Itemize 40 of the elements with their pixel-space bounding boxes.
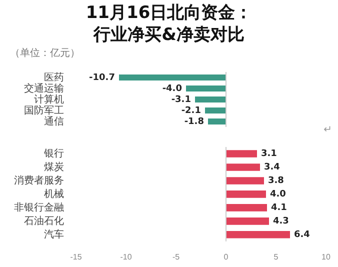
data-label: -1.8 [184,116,204,127]
y-tick-label: 交通运输 [24,82,64,94]
data-label: 3.4 [264,162,280,173]
y-tick-label: 汽车 [44,228,64,240]
y-tick-label: 煤炭 [44,160,64,173]
y-tick-label: 非银行金融 [14,201,64,214]
y-tick-label: 石油石化 [24,214,64,227]
x-tick-label: 0 [224,252,229,262]
x-tick-label: 10 [322,252,331,262]
data-label: 4.3 [273,216,289,227]
x-tick-label: -5 [172,252,180,262]
chart-title: 11月16日北向资金：行业净买&净卖对比 [84,2,254,46]
y-tick-label: 消费者服务 [14,174,64,186]
data-label: -2.1 [181,106,201,116]
bar [226,150,257,158]
bar [226,204,267,212]
x-tick-label: 5 [274,252,279,262]
data-label: 4.1 [271,203,287,214]
text: ↵ [324,124,332,136]
bar [226,218,269,225]
chart-subtitle: （单位：亿元） [10,46,80,60]
data-label: 4.0 [270,190,286,200]
data-label: -3.1 [171,94,191,105]
bar [226,164,260,171]
data-label: 3.1 [261,149,277,160]
bar [226,231,290,238]
bar [226,190,266,198]
data-label: -4.0 [162,84,182,94]
data-label: 3.8 [268,176,284,186]
y-tick-label: 通信 [44,115,64,128]
x-tick-label: -10 [120,252,132,262]
bar [226,177,264,184]
y-tick-label: 医药 [44,71,64,84]
data-label: -10.7 [89,72,115,83]
y-tick-label: 机械 [44,188,64,200]
x-tick-label: -15 [70,252,82,262]
data-label: 6.4 [294,230,310,240]
y-tick-label: 国防军工 [24,104,64,116]
y-tick-label: 计算机 [34,93,64,106]
y-tick-label: 银行 [43,148,64,160]
